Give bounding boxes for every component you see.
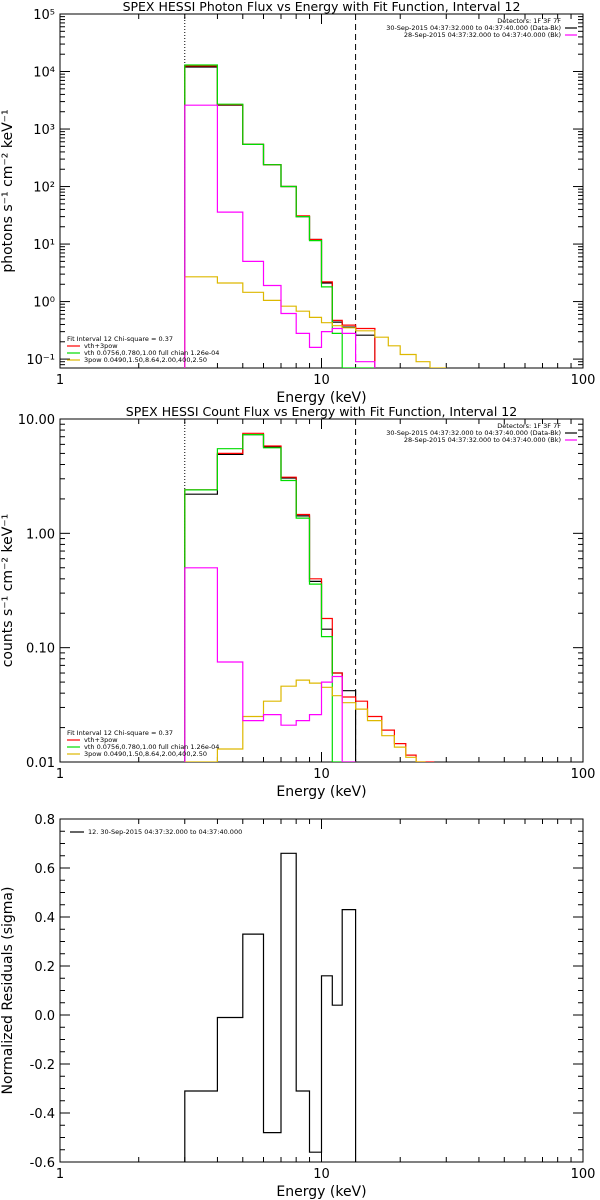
series-vth <box>184 64 375 368</box>
legend-entry: vth 0.0756,0.780,1.00 full chian 1.26e-0… <box>84 743 219 751</box>
y-tick-label: 0.10 <box>26 642 55 657</box>
y-tick-label: -0.4 <box>30 1107 55 1122</box>
plot-frame <box>59 13 584 369</box>
header-line: Detectors: 1F 3F 7F <box>497 17 561 25</box>
x-axis-label: Energy (keV) <box>276 1184 366 1200</box>
y-tick-label: 0.4 <box>34 911 55 926</box>
legend-entry: Fit Interval 12 Chi-square = 0.37 <box>67 335 173 343</box>
x-axis-label: Energy (keV) <box>276 390 366 406</box>
x-tick-label: 10 <box>313 1167 330 1182</box>
chart-title: SPEX HESSI Count Flux vs Energy with Fit… <box>126 404 517 419</box>
y-axis-label: Normalized Residuals (sigma) <box>0 887 16 1095</box>
x-tick-label: 10 <box>313 767 330 782</box>
y-tick-label: 0.2 <box>34 960 55 975</box>
y-tick-label: 10² <box>33 181 55 196</box>
series-bk <box>184 104 376 368</box>
legend-entry: 3pow 0.0490,1.50,8.64,2.00,400,2.50 <box>84 356 207 364</box>
series-data <box>184 66 376 368</box>
x-tick-label: 1 <box>56 1167 64 1182</box>
y-tick-label: 0.01 <box>26 756 55 771</box>
y-tick-label: 1.00 <box>26 527 55 542</box>
y-axis-label: photons s⁻¹ cm⁻² keV⁻¹ <box>0 109 16 272</box>
series-data <box>184 434 357 762</box>
y-tick-label: 10⁴ <box>33 66 55 81</box>
y-tick-label: 0.6 <box>34 862 55 877</box>
series-vth-3pow <box>184 65 376 368</box>
y-tick-label: 10¹ <box>33 238 55 253</box>
header-line: 28-Sep-2015 04:37:32.000 to 04:37:40.000… <box>404 436 561 444</box>
chart-title: SPEX HESSI Photon Flux vs Energy with Fi… <box>123 0 521 14</box>
y-tick-label: 10.00 <box>18 413 55 428</box>
y-tick-label: 10⁰ <box>33 296 55 311</box>
x-tick-label: 100 <box>571 767 596 782</box>
y-tick-label: -0.6 <box>30 1156 55 1171</box>
legend-entry: Fit Interval 12 Chi-square = 0.37 <box>67 729 173 737</box>
legend-entry: vth 0.0756,0.780,1.00 full chian 1.26e-0… <box>84 349 219 357</box>
y-tick-label: -0.2 <box>30 1058 55 1073</box>
series-bk <box>184 567 356 762</box>
x-tick-label: 1 <box>56 373 64 388</box>
header-line: 30-Sep-2015 04:37:32.000 to 04:37:40.000… <box>386 24 561 32</box>
y-axis-label: counts s⁻¹ cm⁻² keV⁻¹ <box>0 514 16 668</box>
x-tick-label: 1 <box>56 767 64 782</box>
series-group <box>184 432 435 762</box>
legend-entry: vth+3pow <box>84 342 118 350</box>
series-group <box>184 852 357 1162</box>
y-tick-label: 10⁻¹ <box>26 353 55 368</box>
series-3pow <box>184 276 447 368</box>
panel-2: SPEX HESSI Count Flux vs Energy with Fit… <box>0 404 595 800</box>
header-line: Detectors: 1F 3F 7F <box>497 422 561 430</box>
series-3pow <box>184 679 426 762</box>
series-group <box>184 64 447 368</box>
legend-entry: vth+3pow <box>84 736 118 744</box>
header-line: 28-Sep-2015 04:37:32.000 to 04:37:40.000… <box>404 31 561 39</box>
y-tick-label: 0.8 <box>34 813 55 828</box>
y-tick-label: 10³ <box>33 123 55 138</box>
x-tick-label: 100 <box>571 1167 596 1182</box>
series-vth <box>184 434 356 762</box>
panel-1: SPEX HESSI Photon Flux vs Energy with Fi… <box>0 0 595 406</box>
panel-3: 1 10 100 -0.6 -0.4 -0.2 0.0 0.2 0.4 0.6 0.8 Energy … <box>0 813 595 1200</box>
legend-entry: 12. 30-Sep-2015 04:37:32.000 to 04:37:40… <box>88 828 242 836</box>
y-tick-label: 0.0 <box>34 1009 55 1024</box>
series-vth-3pow <box>184 432 435 762</box>
x-axis-label: Energy (keV) <box>276 784 366 800</box>
x-tick-label: 100 <box>571 373 596 388</box>
header-line: 30-Sep-2015 04:37:32.000 to 04:37:40.000… <box>386 429 561 437</box>
legend-entry: 3pow 0.0490,1.50,8.64,2.00,400,2.50 <box>84 750 207 758</box>
series-residuals <box>184 852 357 1162</box>
x-tick-label: 10 <box>313 373 330 388</box>
y-tick-label: 10⁵ <box>33 8 55 23</box>
